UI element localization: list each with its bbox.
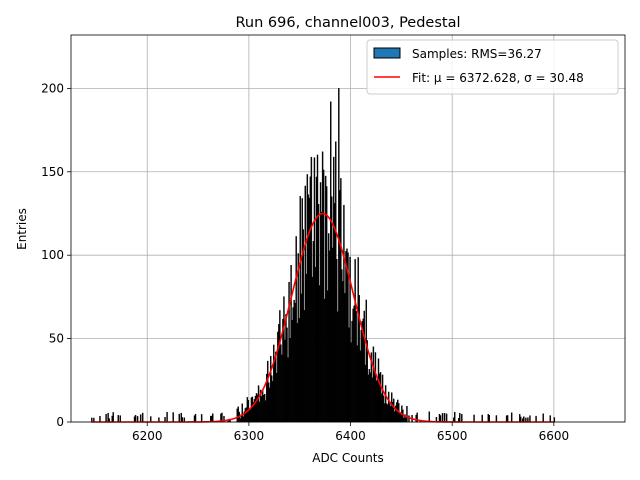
histogram-bar — [136, 416, 139, 423]
histogram-bar — [428, 411, 431, 423]
x-tick-label: 6400 — [335, 429, 366, 443]
histogram-bar — [459, 413, 461, 423]
y-tick-label: 0 — [56, 415, 64, 429]
histogram-bar — [117, 415, 119, 423]
histogram-bar — [510, 412, 513, 423]
histogram-bar — [134, 415, 137, 423]
legend-samples-label: Samples: RMS=36.27 — [412, 47, 542, 61]
x-tick-label: 6500 — [437, 429, 468, 443]
histogram-bar — [194, 413, 197, 423]
histogram-bar — [141, 412, 144, 423]
histogram-bar — [535, 415, 537, 423]
x-axis-label: ADC Counts — [312, 451, 384, 465]
chart-title: Run 696, channel003, Pedestal — [235, 15, 460, 31]
histogram-bar — [139, 414, 142, 423]
y-tick-label: 100 — [41, 248, 64, 262]
histogram-bar — [473, 414, 475, 423]
histogram-bar — [439, 415, 442, 423]
histogram-bar — [495, 415, 498, 423]
x-tick-label: 6300 — [234, 429, 265, 443]
histogram-bar — [488, 415, 491, 423]
histogram-bar — [481, 414, 483, 423]
histogram-bar — [542, 413, 544, 423]
y-tick-label: 200 — [41, 81, 64, 95]
plot-frame — [70, 34, 626, 423]
histogram-bar — [454, 411, 456, 423]
y-tick-label: 50 — [49, 332, 64, 346]
histogram-bar — [443, 413, 446, 423]
histogram-bar — [506, 415, 509, 423]
y-tick-label: 150 — [41, 165, 64, 179]
histogram-bar — [212, 413, 214, 423]
histogram-bar — [166, 412, 168, 423]
histogram-bar — [529, 415, 531, 423]
histogram-bar — [406, 406, 408, 423]
x-axis-ticks: 6200 6300 6400 6500 6600 — [132, 422, 569, 443]
y-axis-label: Entries — [15, 208, 29, 250]
histogram-bar — [178, 413, 180, 423]
histogram-bar — [445, 413, 448, 423]
histogram-bar — [150, 416, 152, 423]
histogram-bar — [461, 413, 463, 423]
histogram-bar — [553, 417, 556, 423]
histogram-bar — [99, 416, 101, 423]
histogram-bar — [441, 413, 444, 423]
histogram-bar — [200, 414, 203, 423]
histogram-bar — [112, 412, 114, 423]
legend-fit-label: Fit: μ = 6372.628, σ = 30.48 — [412, 71, 584, 85]
y-axis-ticks: 0 50 100 150 200 — [41, 81, 71, 429]
histogram-bar — [408, 415, 410, 423]
x-tick-label: 6600 — [539, 429, 570, 443]
histogram-bar — [172, 412, 174, 423]
legend-samples-swatch — [373, 47, 401, 59]
x-tick-label: 6200 — [132, 429, 163, 443]
histogram-bar — [105, 414, 107, 423]
legend-box — [366, 39, 619, 95]
histogram-bar — [119, 415, 122, 423]
legend: Samples: RMS=36.27 Fit: μ = 6372.628, σ … — [366, 39, 619, 95]
histogram-bar — [549, 415, 551, 423]
